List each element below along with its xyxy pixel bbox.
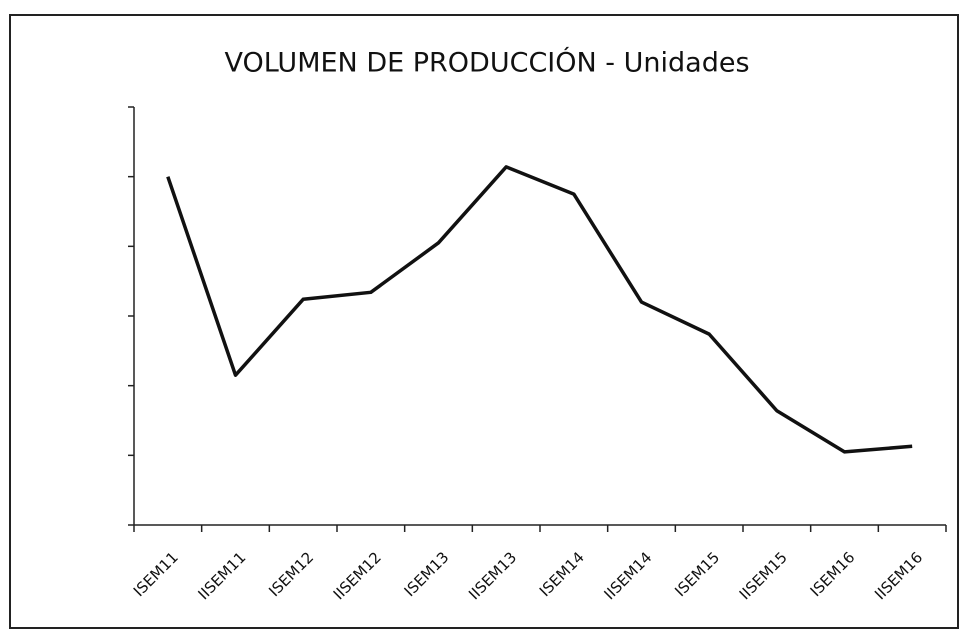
chart-border (9, 14, 959, 629)
chart-title: VOLUMEN DE PRODUCCIÓN - Unidades (224, 47, 749, 79)
data-line (166, 165, 913, 454)
